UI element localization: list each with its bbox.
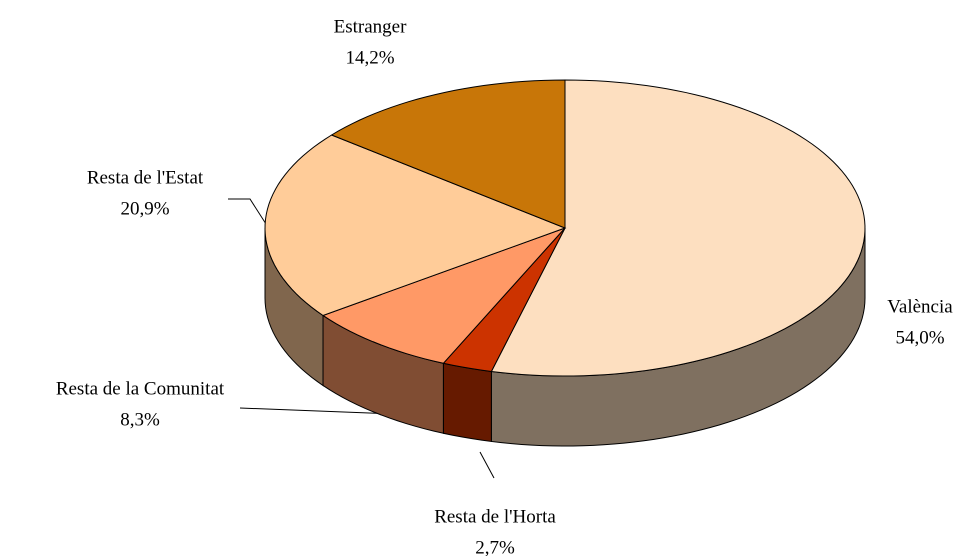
slice-value-label: 2,7% bbox=[475, 537, 515, 556]
slice bbox=[264, 134, 567, 317]
slice bbox=[442, 227, 566, 373]
slice-label: Resta de l'Estat bbox=[87, 167, 204, 188]
slice-value-label: 54,0% bbox=[895, 327, 944, 348]
leader-line bbox=[479, 451, 495, 479]
slice-label: Estranger bbox=[334, 16, 407, 37]
leader-lines bbox=[228, 198, 495, 479]
leader-line bbox=[228, 198, 267, 225]
slice-label: Resta de la Comunitat bbox=[56, 378, 225, 399]
slice-value-label: 14,2% bbox=[345, 47, 394, 68]
slice-value-label: 20,9% bbox=[120, 198, 169, 219]
slice-label: Resta de l'Horta bbox=[434, 506, 556, 527]
slice bbox=[330, 79, 566, 229]
slice-label: València bbox=[887, 296, 953, 317]
slice bbox=[321, 227, 566, 364]
slice bbox=[490, 79, 866, 377]
slice-side bbox=[442, 362, 492, 443]
slice-value-label: 8,3% bbox=[120, 409, 160, 430]
leader-line bbox=[239, 407, 397, 415]
